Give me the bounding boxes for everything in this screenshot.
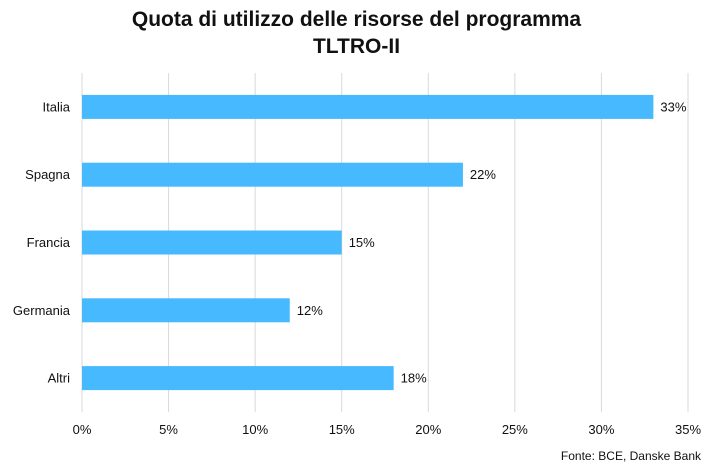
- chart-title-line-2: TLTRO-II: [312, 35, 401, 58]
- bar: [82, 298, 290, 323]
- x-tick-label: 25%: [502, 422, 528, 437]
- data-label: 15%: [349, 235, 375, 250]
- category-label: Spagna: [25, 167, 71, 182]
- x-tick-label: 10%: [242, 422, 268, 437]
- data-label: 18%: [401, 371, 427, 386]
- chart-title-line-1: Quota di utilizzo delle risorse del prog…: [131, 8, 582, 31]
- data-label: 22%: [470, 167, 496, 182]
- x-tick-label: 15%: [329, 422, 355, 437]
- bar: [82, 230, 342, 255]
- category-label: Italia: [43, 99, 71, 114]
- source-note: Fonte: BCE, Danske Bank: [560, 449, 701, 463]
- chart-title: Quota di utilizzo delle risorse del prog…: [0, 6, 713, 60]
- data-label: 12%: [297, 303, 323, 318]
- x-tick-label: 0%: [73, 422, 92, 437]
- x-tick-label: 5%: [159, 422, 178, 437]
- data-label: 33%: [660, 99, 686, 114]
- x-tick-label: 35%: [675, 422, 701, 437]
- x-tick-label: 20%: [415, 422, 441, 437]
- bar: [82, 366, 394, 391]
- bar: [82, 94, 654, 119]
- category-label: Altri: [48, 371, 71, 386]
- category-label: Germania: [13, 303, 71, 318]
- bar: [82, 162, 463, 187]
- category-label: Francia: [27, 235, 71, 250]
- x-tick-label: 30%: [588, 422, 614, 437]
